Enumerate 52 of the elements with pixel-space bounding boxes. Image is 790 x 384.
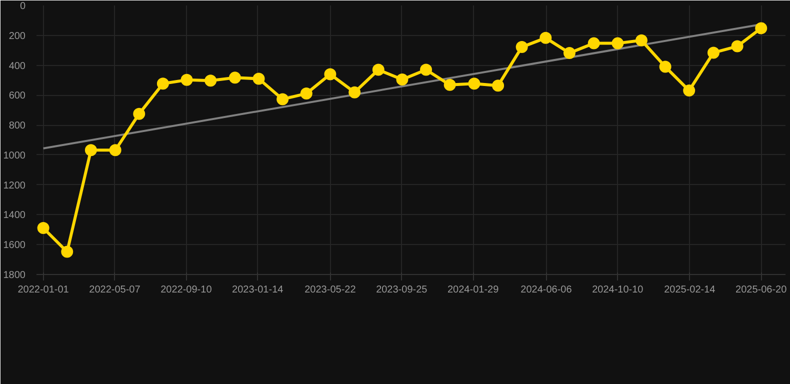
y-tick-label: 1800 <box>3 270 26 281</box>
point <box>348 86 361 98</box>
point <box>396 73 408 86</box>
y-tick-label: 800 <box>8 120 26 132</box>
point <box>324 68 336 80</box>
point <box>563 47 576 60</box>
y-tick-label: 600 <box>8 90 26 102</box>
point <box>180 74 193 86</box>
point <box>731 40 744 52</box>
point <box>588 37 600 50</box>
point <box>109 144 122 156</box>
point <box>276 93 289 106</box>
x-tick-label: 2025-06-20 <box>736 284 788 296</box>
y-tick-label: 1000 <box>3 150 26 162</box>
point <box>84 144 97 156</box>
x-tick-label: 2025-02-14 <box>664 284 716 296</box>
point <box>156 78 169 90</box>
point <box>492 80 504 92</box>
x-tick-label: 2024-01-29 <box>448 284 500 296</box>
x-tick-label: 2022-09-10 <box>160 284 212 296</box>
point <box>228 72 241 84</box>
point <box>204 74 217 87</box>
point <box>444 78 456 91</box>
x-tick-label: 2023-01-14 <box>232 284 284 296</box>
point <box>420 64 432 76</box>
x-tick-label: 2022-01-01 <box>18 284 70 296</box>
x-tick-label: 2024-10-10 <box>592 284 644 296</box>
point <box>468 78 480 90</box>
y-tick-label: 1200 <box>3 180 26 192</box>
point <box>540 32 552 44</box>
point <box>635 34 648 46</box>
y-tick-label: 1600 <box>3 240 26 252</box>
point <box>372 64 384 76</box>
x-tick-label: 2022-05-07 <box>89 284 141 296</box>
x-tick-label: 2023-09-25 <box>376 284 428 296</box>
point <box>61 246 74 258</box>
point <box>37 222 50 234</box>
y-tick-label: 0 <box>20 1 26 12</box>
x-tick-label: 2024-06-06 <box>520 284 572 296</box>
point <box>755 22 768 34</box>
point <box>612 37 624 50</box>
point <box>516 41 528 54</box>
y-tick-label: 1400 <box>3 210 26 222</box>
point <box>707 46 720 59</box>
y-tick-label: 200 <box>8 30 26 42</box>
point <box>659 60 672 73</box>
x-tick-label: 2023-05-22 <box>304 284 356 296</box>
point <box>683 84 696 97</box>
point <box>133 108 146 120</box>
point <box>252 72 265 85</box>
point <box>300 88 312 100</box>
y-tick-label: 400 <box>8 60 26 72</box>
